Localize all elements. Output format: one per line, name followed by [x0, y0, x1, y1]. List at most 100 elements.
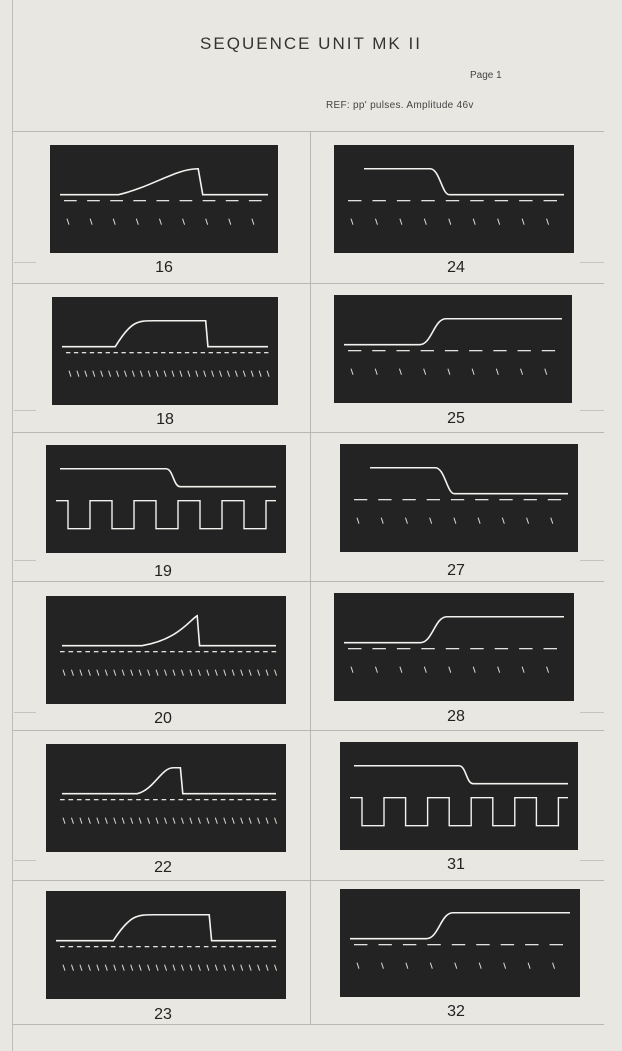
pulse-tick	[374, 666, 378, 673]
pulse-tick	[172, 669, 176, 676]
trace-label: 16	[155, 259, 173, 276]
pulse-tick	[423, 666, 427, 673]
pulse-tick	[503, 962, 507, 969]
pulse-tick	[112, 218, 116, 225]
trace-waveform	[364, 167, 564, 196]
pulse-tick	[104, 817, 108, 824]
pulse-tick	[189, 964, 193, 971]
pulse-tick	[197, 817, 201, 824]
pulse-tick	[187, 370, 191, 377]
pulse-tick	[231, 817, 235, 824]
oscilloscope-trace-photo	[334, 145, 574, 253]
row-divider	[12, 131, 604, 132]
trace-waveform	[60, 467, 276, 488]
pulse-tick	[472, 666, 476, 673]
margin-tick	[14, 712, 36, 713]
pulse-tick	[251, 218, 255, 225]
oscilloscope-trace-photo	[50, 145, 278, 253]
pulse-tick	[478, 962, 482, 969]
pulse-tick	[240, 817, 244, 824]
pulse-tick	[155, 370, 159, 377]
pulse-tick	[477, 517, 481, 524]
pulse-tick	[223, 817, 227, 824]
pulse-tick	[197, 669, 201, 676]
pulse-tick	[164, 964, 168, 971]
oscilloscope-trace-photo	[52, 297, 278, 405]
trace-label: 18	[156, 411, 174, 428]
pulse-tick	[195, 370, 199, 377]
pulse-tick	[374, 218, 378, 225]
pulse-tick	[497, 666, 501, 673]
pulse-tick	[206, 669, 210, 676]
pulse-tick	[113, 817, 117, 824]
oscilloscope-trace-photo	[334, 593, 574, 701]
pulse-tick	[520, 368, 524, 375]
page-margin-line	[12, 0, 13, 1051]
pulse-tick	[429, 962, 433, 969]
pulse-tick	[248, 817, 252, 824]
pulse-tick	[155, 669, 159, 676]
pulse-tick	[182, 218, 186, 225]
pulse-tick	[250, 370, 254, 377]
trace-waveform	[60, 167, 268, 196]
pulse-tick	[89, 218, 93, 225]
pulse-tick	[104, 669, 108, 676]
pulse-tick	[113, 964, 117, 971]
pulse-tick	[62, 669, 66, 676]
pulse-tick	[231, 964, 235, 971]
row-divider	[12, 283, 604, 284]
margin-tick	[580, 860, 604, 861]
oscilloscope-trace-photo	[334, 295, 572, 403]
pulse-tick	[205, 218, 209, 225]
reference-note: REF: pp' pulses. Amplitude 46v	[326, 100, 474, 111]
pulse-tick	[521, 666, 525, 673]
pulse-tick	[265, 817, 269, 824]
trace-label: 28	[447, 708, 465, 725]
pulse-tick	[544, 368, 548, 375]
margin-tick	[14, 560, 36, 561]
pulse-tick	[180, 669, 184, 676]
pulse-tick	[96, 964, 100, 971]
pulse-tick	[447, 368, 451, 375]
trace-label: 19	[154, 563, 172, 580]
pulse-tick	[180, 964, 184, 971]
pulse-tick	[399, 218, 403, 225]
pulse-tick	[104, 964, 108, 971]
pulse-tick	[497, 218, 501, 225]
pulse-tick	[79, 817, 83, 824]
pulse-tick	[121, 669, 125, 676]
pulse-tick	[228, 218, 232, 225]
pulse-tick	[135, 218, 139, 225]
pulse-tick	[164, 817, 168, 824]
pulse-tick	[76, 370, 80, 377]
pulse-tick	[211, 370, 215, 377]
pulse-tick	[203, 370, 207, 377]
pulse-tick	[258, 370, 262, 377]
pulse-tick	[356, 517, 360, 524]
trace-waveform	[370, 466, 568, 495]
pulse-tick	[62, 964, 66, 971]
pulse-tick	[87, 964, 91, 971]
pulse-tick	[350, 218, 354, 225]
page-number: Page 1	[470, 70, 502, 81]
pulse-tick	[266, 370, 270, 377]
pulse-tick	[257, 669, 261, 676]
pulse-tick	[265, 669, 269, 676]
pulse-tick	[226, 370, 230, 377]
row-divider	[12, 730, 604, 731]
pulse-tick	[374, 368, 378, 375]
pulse-tick	[350, 666, 354, 673]
pulse-tick	[265, 964, 269, 971]
oscilloscope-trace-photo	[46, 596, 286, 704]
pulse-tick	[423, 218, 427, 225]
pulse-tick	[68, 370, 72, 377]
trace-label: 31	[447, 856, 465, 873]
pulse-tick	[257, 964, 261, 971]
pulse-tick	[130, 669, 134, 676]
oscilloscope-trace-photo	[340, 444, 578, 552]
pulse-tick	[172, 964, 176, 971]
pulse-tick	[139, 370, 143, 377]
pulse-tick	[495, 368, 499, 375]
pulse-tick	[399, 666, 403, 673]
